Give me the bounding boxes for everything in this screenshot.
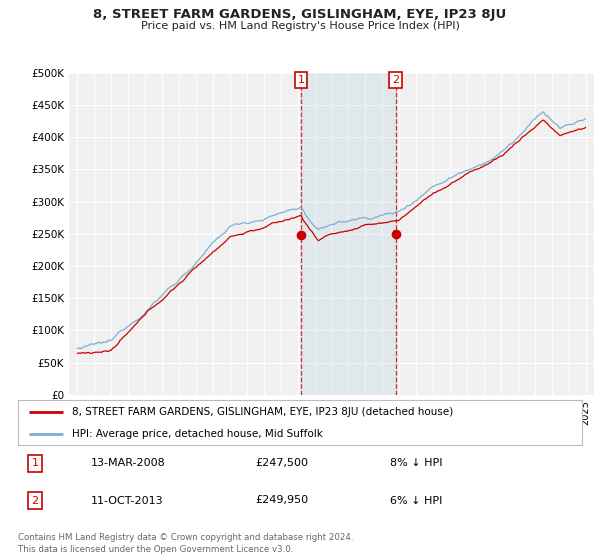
- Text: 6% ↓ HPI: 6% ↓ HPI: [390, 496, 443, 506]
- Text: 1: 1: [298, 74, 305, 85]
- Text: £249,950: £249,950: [255, 496, 308, 506]
- Text: Contains HM Land Registry data © Crown copyright and database right 2024.: Contains HM Land Registry data © Crown c…: [18, 533, 353, 542]
- Text: £247,500: £247,500: [255, 459, 308, 468]
- Text: 8% ↓ HPI: 8% ↓ HPI: [390, 459, 443, 468]
- Text: Price paid vs. HM Land Registry's House Price Index (HPI): Price paid vs. HM Land Registry's House …: [140, 21, 460, 31]
- Text: HPI: Average price, detached house, Mid Suffolk: HPI: Average price, detached house, Mid …: [71, 429, 322, 439]
- Text: 11-OCT-2013: 11-OCT-2013: [91, 496, 164, 506]
- Text: 2: 2: [392, 74, 399, 85]
- Bar: [301, 73, 395, 395]
- Text: This data is licensed under the Open Government Licence v3.0.: This data is licensed under the Open Gov…: [18, 545, 293, 554]
- Text: 2: 2: [31, 496, 38, 506]
- Text: 8, STREET FARM GARDENS, GISLINGHAM, EYE, IP23 8JU: 8, STREET FARM GARDENS, GISLINGHAM, EYE,…: [94, 8, 506, 21]
- Text: 13-MAR-2008: 13-MAR-2008: [91, 459, 166, 468]
- Text: 1: 1: [31, 459, 38, 468]
- Text: 8, STREET FARM GARDENS, GISLINGHAM, EYE, IP23 8JU (detached house): 8, STREET FARM GARDENS, GISLINGHAM, EYE,…: [71, 408, 453, 418]
